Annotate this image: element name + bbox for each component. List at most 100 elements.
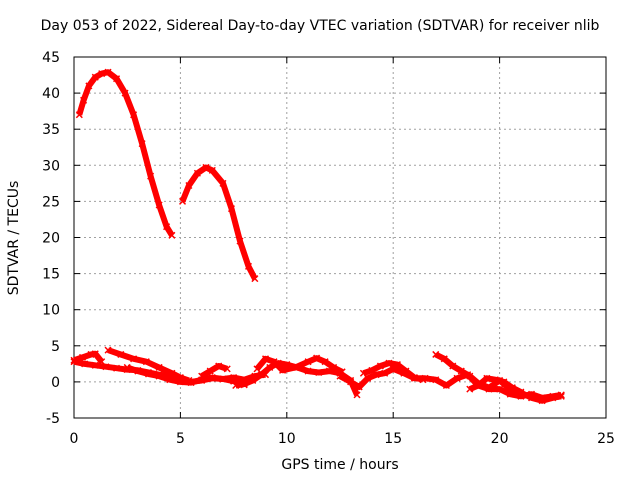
x-tick-label: 20 <box>491 431 509 447</box>
grid-lines <box>74 57 606 418</box>
data-point <box>330 363 338 371</box>
data-point <box>549 394 557 402</box>
data-point <box>206 367 214 375</box>
data-point <box>496 385 504 393</box>
data-point <box>321 358 329 366</box>
data-point <box>227 205 236 213</box>
data-series <box>70 68 565 405</box>
data-point <box>176 378 184 386</box>
x-tick-label: 5 <box>176 431 185 447</box>
data-point <box>185 181 193 190</box>
data-point <box>410 374 419 382</box>
data-point <box>166 376 174 384</box>
data-point <box>353 391 361 399</box>
data-point <box>251 275 259 283</box>
data-point <box>466 372 474 380</box>
data-point <box>142 358 150 366</box>
data-point <box>223 365 231 373</box>
data-point <box>500 378 508 386</box>
data-point <box>155 372 163 380</box>
data-point <box>304 367 312 375</box>
data-point <box>219 179 227 187</box>
series-arc-2 <box>179 164 258 281</box>
data-point <box>381 369 389 377</box>
data-point <box>557 392 565 400</box>
data-point <box>208 166 216 174</box>
data-point <box>70 356 78 364</box>
data-point <box>483 374 491 382</box>
data-point <box>215 362 223 370</box>
data-point <box>240 380 248 388</box>
data-point <box>402 367 410 375</box>
data-point <box>81 360 89 368</box>
data-point <box>432 376 440 384</box>
data-point <box>187 379 195 387</box>
y-axis-label: SDTVAR / TECUs <box>6 180 22 296</box>
data-point <box>178 197 187 205</box>
data-point <box>208 374 216 382</box>
y-tick-label: 40 <box>42 86 60 102</box>
x-axis-label: GPS time / hours <box>281 457 399 473</box>
series-arc-7 <box>200 363 229 379</box>
data-point <box>163 223 171 231</box>
data-point <box>249 376 257 384</box>
data-point <box>117 350 125 358</box>
data-point <box>291 363 299 371</box>
data-point <box>155 201 163 209</box>
y-tick-label: 35 <box>42 122 60 138</box>
data-point <box>130 355 138 363</box>
y-tick-label: -5 <box>46 411 60 427</box>
data-point <box>244 262 253 270</box>
data-point <box>491 376 499 384</box>
x-tick-label: 0 <box>70 431 79 447</box>
data-point <box>98 70 106 78</box>
data-point <box>270 358 278 366</box>
data-point <box>130 111 138 119</box>
data-point <box>219 375 227 383</box>
data-point <box>485 384 493 392</box>
data-point <box>257 371 265 379</box>
data-point <box>104 346 112 354</box>
data-point <box>508 384 516 392</box>
y-tick-label: 30 <box>42 158 60 174</box>
data-point <box>376 362 384 370</box>
data-point <box>315 368 323 377</box>
data-point <box>538 397 546 405</box>
data-point <box>517 388 525 396</box>
y-tick-label: 10 <box>42 303 60 319</box>
data-point <box>91 350 99 358</box>
data-point <box>368 366 376 374</box>
y-tick-label: 0 <box>51 375 60 391</box>
data-point <box>236 237 244 245</box>
x-tick-label: 10 <box>278 431 296 447</box>
series-arc-4 <box>73 350 105 364</box>
data-point <box>104 68 112 76</box>
data-point <box>193 169 201 177</box>
data-point <box>453 374 461 382</box>
data-point <box>121 89 129 97</box>
data-point <box>385 359 393 367</box>
data-point <box>279 366 287 374</box>
data-point <box>78 353 87 361</box>
data-point <box>355 383 363 391</box>
data-point <box>347 378 355 386</box>
data-point <box>147 172 155 180</box>
data-point <box>138 140 146 148</box>
data-point <box>313 354 321 362</box>
data-point <box>261 355 270 363</box>
data-point <box>449 362 457 370</box>
data-point <box>432 350 440 358</box>
data-point <box>134 367 142 375</box>
data-point <box>98 358 106 366</box>
data-point <box>113 75 121 83</box>
data-point <box>440 355 448 363</box>
y-tick-label: 25 <box>42 194 60 210</box>
data-point <box>393 361 401 369</box>
data-point <box>359 369 367 377</box>
series-arc-9 <box>254 355 344 375</box>
data-point <box>144 370 153 378</box>
data-point <box>80 96 88 104</box>
data-point <box>168 369 176 377</box>
x-tick-label: 15 <box>384 431 402 447</box>
axis-ticks: 0 5 10 15 20 25 -5 0 5 10 15 20 25 30 35 40 45 <box>42 50 615 447</box>
